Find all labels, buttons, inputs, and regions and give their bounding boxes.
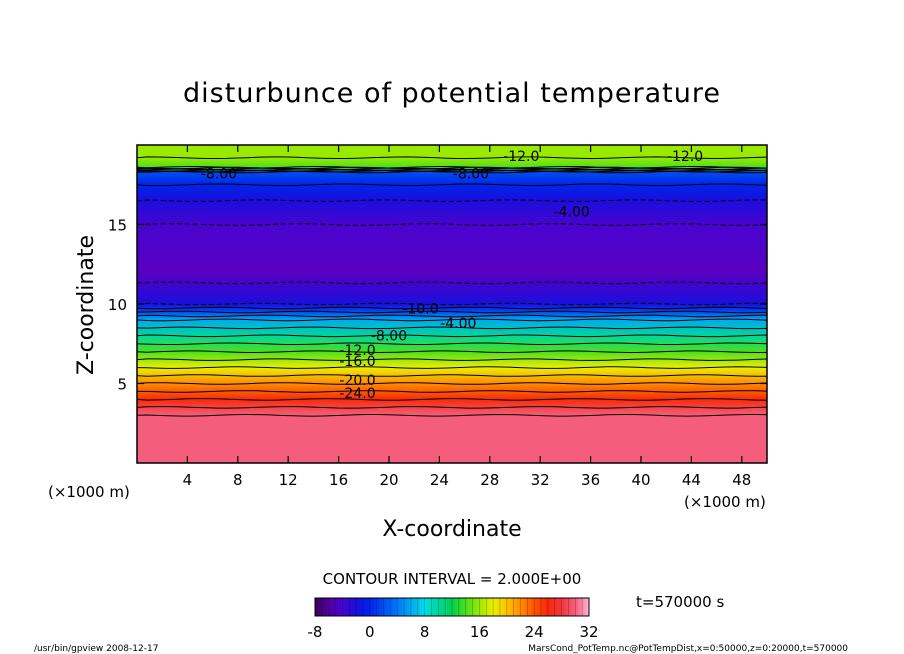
contour-line — [136, 302, 767, 306]
x-tick-label: 28 — [480, 471, 499, 489]
contour-label: -4.00 — [440, 316, 476, 332]
time-label: t=570000 s — [636, 593, 724, 611]
x-unit-right: (×1000 m) — [684, 493, 766, 511]
contour-line — [136, 281, 768, 285]
contour-label: -16.0 — [339, 354, 375, 370]
x-tick-label: 44 — [682, 471, 701, 489]
contour-line — [136, 183, 768, 186]
contour-line — [136, 382, 768, 385]
x-tick-label: 48 — [732, 471, 751, 489]
colorbar-fill — [315, 598, 589, 616]
colorbar-tick-label: 32 — [579, 623, 598, 641]
y-tick-label: 10 — [108, 296, 127, 314]
x-tick-label: 40 — [631, 471, 650, 489]
y-ticks: 5 10 15 — [108, 217, 767, 394]
colorbar-frame — [314, 597, 590, 617]
x-axis-label: X-coordinate — [382, 517, 521, 542]
x-ticks: 4 8 12 16 20 24 28 32 36 40 44 48 — [183, 145, 751, 489]
contour-line — [136, 334, 768, 338]
chart-title: disturbunce of potential temperature — [183, 78, 721, 109]
x-tick-label: 8 — [233, 471, 243, 489]
contour-lines — [136, 156, 768, 417]
y-axis-label: Z-coordinate — [74, 235, 99, 375]
contour-line — [137, 390, 768, 393]
contour-line — [136, 199, 767, 202]
contour-line — [136, 350, 768, 354]
contour-line — [136, 342, 768, 345]
contour-line — [136, 326, 768, 330]
contour-line — [136, 398, 768, 401]
contour-label: -12.0 — [503, 149, 539, 165]
colorbar-tick-label: 8 — [420, 623, 430, 641]
contour-line — [136, 156, 768, 160]
field — [137, 145, 767, 463]
contour-label: -10.0 — [402, 302, 438, 318]
contour-line — [136, 306, 768, 310]
plot-area: -12.0-8.00 -8.00-12.0-4.00-10.0-8.00-4.00… — [108, 144, 768, 489]
contour-line — [136, 374, 767, 377]
contour-line — [136, 366, 768, 369]
x-tick-label: 24 — [430, 471, 449, 489]
contour-labels: -12.0-8.00 -8.00-12.0-4.00-10.0-8.00-4.00… — [201, 149, 703, 402]
contour-label: -8.00 — [453, 166, 489, 182]
y-tick-label: 15 — [108, 217, 127, 235]
colorbar: -8 0 8 16 24 32 — [308, 597, 599, 641]
footer-right: MarsCond_PotTemp.nc@PotTempDist,x=0:5000… — [528, 644, 848, 654]
colorbar-tick-label: 0 — [365, 623, 375, 641]
colorbar-ticks: -8 0 8 16 24 32 — [308, 623, 599, 641]
x-unit-left: (×1000 m) — [48, 483, 130, 501]
x-tick-label: 16 — [329, 471, 348, 489]
contour-line — [137, 310, 768, 314]
contour-interval: CONTOUR INTERVAL = 2.000E+00 — [323, 570, 582, 588]
contour-label: -24.0 — [339, 386, 375, 402]
x-tick-label: 20 — [379, 471, 398, 489]
footer-left: /usr/bin/gpview 2008-12-17 — [34, 644, 158, 654]
x-tick-label: 12 — [279, 471, 298, 489]
x-tick-label: 32 — [531, 471, 550, 489]
colorbar-divisions — [314, 598, 590, 616]
contour-line — [136, 406, 768, 409]
contour-label: -12.0 — [667, 149, 703, 165]
contour-line — [136, 358, 768, 361]
x-tick-label: 4 — [183, 471, 193, 489]
contour-label: -8.00 — [201, 166, 237, 182]
contour-line — [136, 413, 768, 417]
colorbar-tick-label: 16 — [470, 623, 489, 641]
contour-label: -12.0 — [339, 343, 375, 359]
contour-label: -20.0 — [339, 373, 375, 389]
y-tick-label: 5 — [117, 376, 127, 394]
contour-label: -8.00 — [371, 329, 407, 345]
contour-line — [136, 223, 768, 226]
contour-line — [136, 168, 768, 171]
contour-label: -4.00 — [554, 205, 590, 221]
x-tick-label: 36 — [581, 471, 600, 489]
contour-line — [136, 318, 768, 322]
colorbar-tick-label: -8 — [308, 623, 323, 641]
contour-line — [136, 165, 768, 169]
colorbar-tick-label: 24 — [525, 623, 544, 641]
contour-line — [136, 314, 768, 318]
